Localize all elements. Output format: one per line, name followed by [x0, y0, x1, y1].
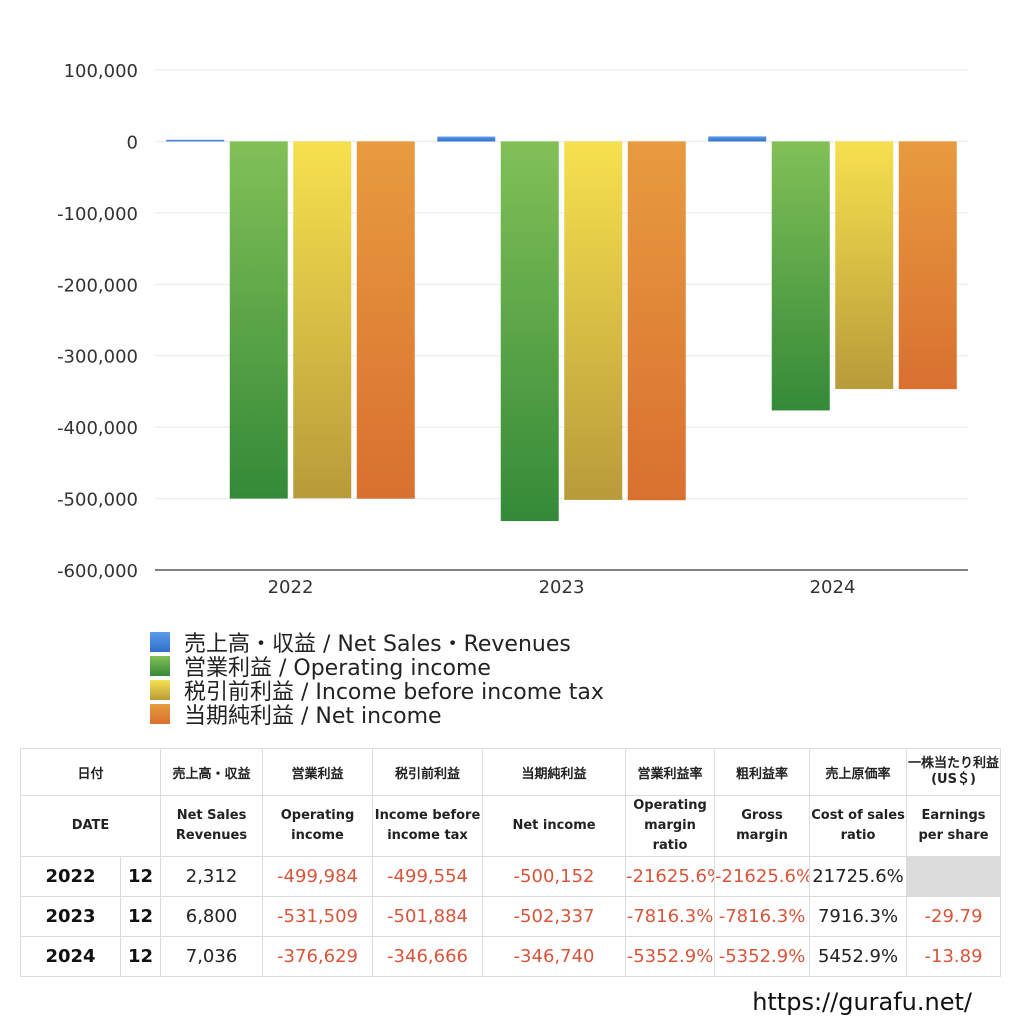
- cell-cost-ratio: 7916.3%: [809, 896, 908, 937]
- legend-label: 売上高・収益 / Net Sales・Revenues: [184, 632, 571, 657]
- bars: [166, 136, 957, 522]
- y-tick-label: -300,000: [57, 347, 138, 368]
- gridlines: [155, 69, 968, 571]
- row-month: 12: [119, 896, 162, 937]
- cell-net-income: -502,337: [482, 896, 627, 937]
- bar-net-sales-2024: [708, 136, 767, 142]
- header-operating-income-en: Operating income: [262, 795, 374, 857]
- cell-pretax-income: -499,554: [372, 856, 484, 897]
- table-row: 2023 12 6,800 -531,509 -501,884 -502,337…: [20, 896, 1002, 937]
- cell-operating-income: -499,984: [262, 856, 374, 897]
- cell-net-sales: 7,036: [160, 936, 264, 977]
- header-eps-jp: 一株当たり利益(US＄): [906, 748, 1002, 796]
- y-tick-label: -200,000: [57, 275, 138, 296]
- cell-gross-margin: -7816.3%: [714, 896, 811, 937]
- cell-operating-margin: -5352.9%: [625, 936, 716, 977]
- bar-net-income-2023: [627, 141, 686, 501]
- legend-item-income-before-tax: 税引前利益 / Income before income tax: [150, 678, 604, 705]
- header-date-jp: 日付: [19, 748, 162, 796]
- legend-swatch-net-income: [150, 704, 170, 724]
- cell-net-sales: 2,312: [160, 856, 264, 897]
- header-net-sales-en: Net Sales Revenues: [160, 795, 264, 857]
- header-cost-ratio-en: Cost of sales ratio: [809, 795, 908, 857]
- legend-swatch-net-sales: [150, 632, 170, 652]
- x-tick-label: 2023: [539, 577, 585, 598]
- y-tick-label: -400,000: [57, 418, 138, 439]
- cell-cost-ratio: 21725.6%: [809, 856, 908, 897]
- header-pretax-income-jp: 税引前利益: [372, 748, 484, 796]
- cell-pretax-income: -501,884: [372, 896, 484, 937]
- table-header-en: DATE Net Sales Revenues Operating income…: [19, 795, 1002, 857]
- row-month: 12: [119, 856, 162, 897]
- bar-net-sales-2022: [166, 139, 225, 142]
- header-net-income-en: Net income: [482, 795, 627, 857]
- y-axis-ticks: 100,000 0 -100,000 -200,000 -300,000 -400,000…: [57, 61, 138, 582]
- table-row: 2024 12 7,036 -376,629 -346,666 -346,740…: [20, 936, 1002, 977]
- site-url[interactable]: https://gurafu.net/: [752, 988, 972, 1016]
- x-axis-ticks: 2022 2023 2024: [268, 577, 856, 598]
- x-tick-label: 2024: [810, 577, 856, 598]
- cell-net-sales: 6,800: [160, 896, 264, 937]
- bar-net-income-2024: [898, 141, 957, 390]
- bar-operating-income-2023: [500, 141, 559, 522]
- header-operating-income-jp: 営業利益: [262, 748, 374, 796]
- bar-chart: 100,000 0 -100,000 -200,000 -300,000 -400,000…: [57, 61, 968, 598]
- x-tick-label: 2022: [268, 577, 314, 598]
- header-gross-margin-en: Gross margin: [714, 795, 811, 857]
- cell-operating-income: -531,509: [262, 896, 374, 937]
- cell-operating-income: -376,629: [262, 936, 374, 977]
- header-net-income-jp: 当期純利益: [482, 748, 627, 796]
- row-year: 2023: [20, 896, 121, 937]
- y-tick-label: -100,000: [57, 204, 138, 225]
- header-net-sales-jp: 売上高・収益: [160, 748, 264, 796]
- legend-label: 当期純利益 / Net income: [184, 704, 442, 729]
- header-pretax-income-en: Income before income tax: [372, 795, 484, 857]
- table-header-jp: 日付 売上高・収益 営業利益 税引前利益 当期純利益 営業利益率 粗利益率 売上…: [19, 748, 1002, 796]
- cell-gross-margin: -5352.9%: [714, 936, 811, 977]
- bar-operating-income-2024: [771, 141, 830, 411]
- y-tick-label: -500,000: [57, 490, 138, 511]
- legend-label: 営業利益 / Operating income: [184, 656, 491, 681]
- cell-net-income: -500,152: [482, 856, 627, 897]
- cell-operating-margin: -7816.3%: [625, 896, 716, 937]
- legend-label: 税引前利益 / Income before income tax: [184, 680, 604, 705]
- cell-operating-margin: -21625.6%: [625, 856, 716, 897]
- row-year: 2022: [20, 856, 121, 897]
- header-date-en: DATE: [19, 795, 162, 857]
- bar-pretax-income-2024: [835, 141, 894, 390]
- chart-legend: 売上高・収益 / Net Sales・Revenues 営業利益 / Opera…: [150, 630, 604, 729]
- cell-pretax-income: -346,666: [372, 936, 484, 977]
- bar-pretax-income-2023: [564, 141, 623, 500]
- cell-net-income: -346,740: [482, 936, 627, 977]
- cell-eps: -29.79: [906, 896, 1002, 937]
- bar-pretax-income-2022: [293, 141, 352, 499]
- bar-net-sales-2023: [437, 136, 496, 142]
- cell-eps: [906, 856, 1002, 897]
- cell-cost-ratio: 5452.9%: [809, 936, 908, 977]
- legend-item-operating-income: 営業利益 / Operating income: [150, 654, 604, 681]
- financial-table: 日付 売上高・収益 営業利益 税引前利益 当期純利益 営業利益率 粗利益率 売上…: [19, 748, 1002, 977]
- legend-item-net-sales: 売上高・収益 / Net Sales・Revenues: [150, 630, 604, 657]
- legend-item-net-income: 当期純利益 / Net income: [150, 702, 604, 729]
- row-month: 12: [119, 936, 162, 977]
- cell-eps: -13.89: [906, 936, 1002, 977]
- y-tick-label: 100,000: [64, 61, 138, 82]
- legend-swatch-income-before-tax: [150, 680, 170, 700]
- header-operating-margin-jp: 営業利益率: [625, 748, 716, 796]
- bar-operating-income-2022: [229, 141, 288, 499]
- header-cost-ratio-jp: 売上原価率: [809, 748, 908, 796]
- header-gross-margin-jp: 粗利益率: [714, 748, 811, 796]
- y-tick-label: 0: [127, 132, 138, 153]
- bar-net-income-2022: [356, 141, 415, 499]
- header-eps-en: Earnings per share: [906, 795, 1002, 857]
- table-row: 2022 12 2,312 -499,984 -499,554 -500,152…: [20, 856, 1002, 897]
- header-operating-margin-en: Operating margin ratio: [625, 795, 716, 857]
- row-year: 2024: [20, 936, 121, 977]
- y-tick-label: -600,000: [57, 561, 138, 582]
- cell-gross-margin: -21625.6%: [714, 856, 811, 897]
- legend-swatch-operating-income: [150, 656, 170, 676]
